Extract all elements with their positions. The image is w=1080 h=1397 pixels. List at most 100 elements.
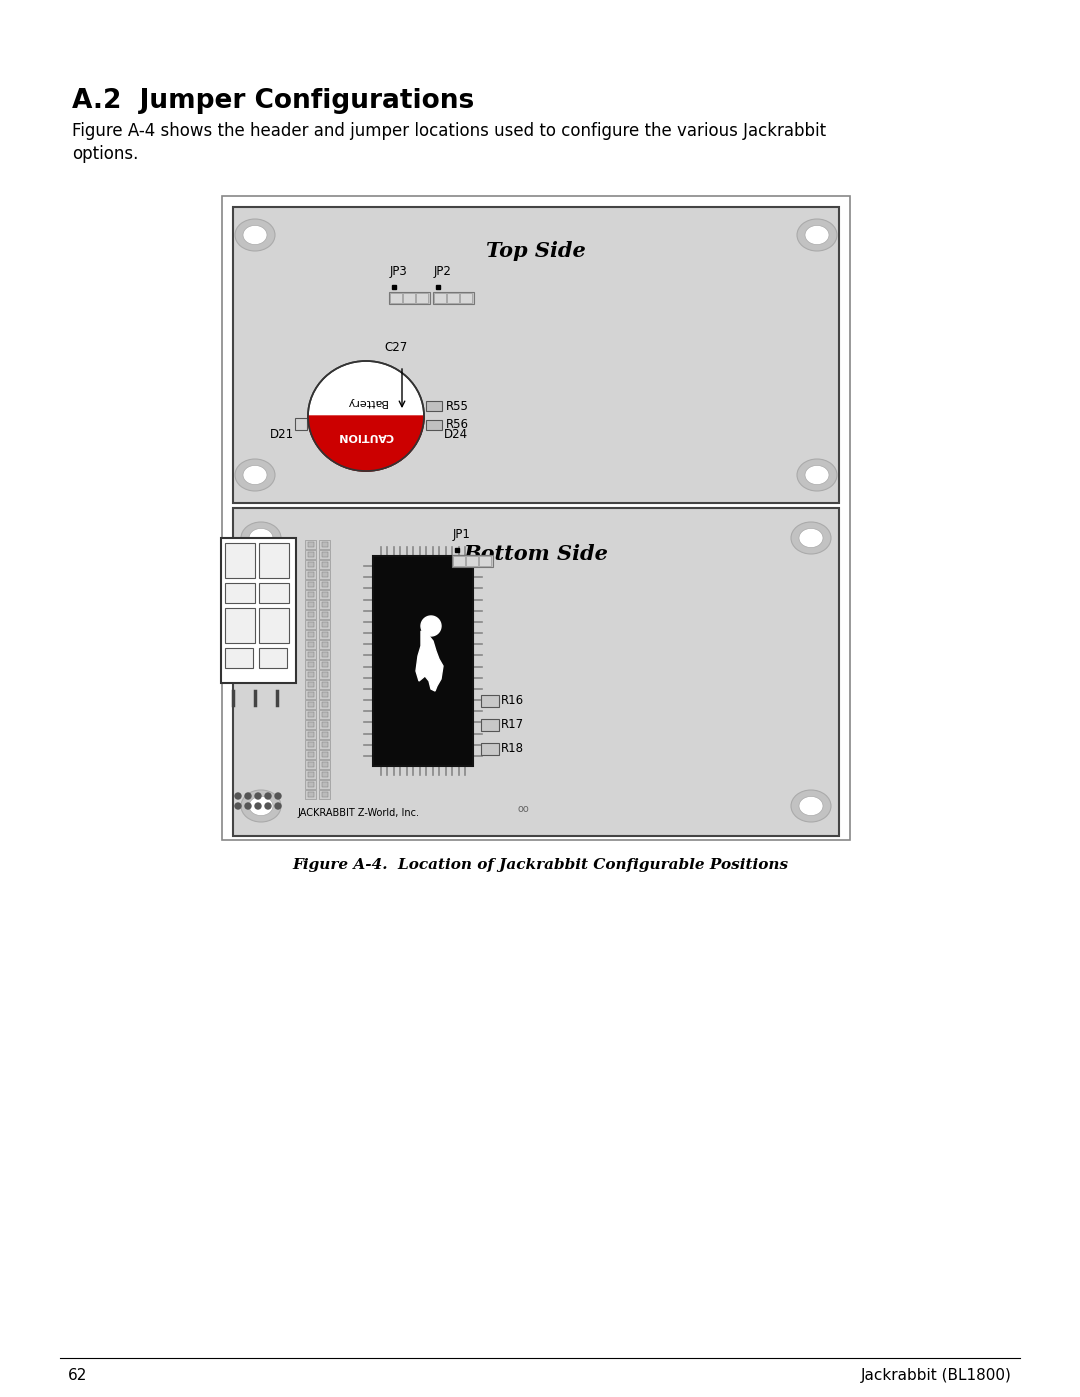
FancyBboxPatch shape (305, 560, 316, 569)
FancyBboxPatch shape (305, 700, 316, 710)
Ellipse shape (791, 789, 831, 821)
FancyBboxPatch shape (319, 640, 330, 650)
FancyBboxPatch shape (403, 293, 415, 303)
FancyBboxPatch shape (453, 555, 492, 567)
FancyBboxPatch shape (319, 740, 330, 749)
Text: JP2: JP2 (434, 265, 451, 278)
FancyBboxPatch shape (305, 659, 316, 669)
FancyBboxPatch shape (426, 420, 442, 430)
FancyBboxPatch shape (319, 590, 330, 599)
FancyBboxPatch shape (308, 612, 313, 617)
FancyBboxPatch shape (322, 602, 327, 608)
FancyBboxPatch shape (319, 659, 330, 669)
FancyBboxPatch shape (322, 761, 327, 767)
FancyBboxPatch shape (295, 418, 307, 430)
FancyBboxPatch shape (222, 196, 850, 840)
FancyBboxPatch shape (308, 732, 313, 738)
Ellipse shape (308, 360, 424, 471)
Text: options.: options. (72, 145, 138, 163)
FancyBboxPatch shape (308, 643, 313, 647)
Ellipse shape (799, 796, 823, 816)
Text: D24: D24 (444, 427, 468, 440)
FancyBboxPatch shape (308, 552, 313, 557)
Text: JACKRABBIT Z-World, Inc.: JACKRABBIT Z-World, Inc. (297, 807, 419, 819)
FancyBboxPatch shape (433, 292, 474, 305)
FancyBboxPatch shape (305, 640, 316, 650)
FancyBboxPatch shape (465, 556, 478, 566)
FancyBboxPatch shape (305, 770, 316, 780)
FancyBboxPatch shape (322, 742, 327, 747)
FancyBboxPatch shape (305, 750, 316, 759)
Text: Battery: Battery (346, 397, 387, 407)
FancyBboxPatch shape (322, 682, 327, 687)
Text: R55: R55 (446, 400, 469, 412)
FancyBboxPatch shape (305, 650, 316, 659)
Circle shape (275, 793, 281, 799)
FancyBboxPatch shape (322, 692, 327, 697)
FancyBboxPatch shape (319, 599, 330, 609)
Circle shape (245, 803, 251, 809)
FancyBboxPatch shape (308, 562, 313, 567)
FancyBboxPatch shape (319, 731, 330, 739)
FancyBboxPatch shape (322, 562, 327, 567)
FancyBboxPatch shape (319, 671, 330, 679)
Text: R18: R18 (501, 742, 524, 754)
Ellipse shape (235, 219, 275, 251)
Text: Jackrabbit (BL1800): Jackrabbit (BL1800) (861, 1368, 1012, 1383)
Ellipse shape (235, 460, 275, 490)
FancyBboxPatch shape (319, 690, 330, 698)
FancyBboxPatch shape (305, 719, 316, 729)
Circle shape (275, 803, 281, 809)
FancyBboxPatch shape (322, 792, 327, 798)
FancyBboxPatch shape (322, 752, 327, 757)
FancyBboxPatch shape (305, 610, 316, 619)
FancyBboxPatch shape (481, 743, 499, 754)
Ellipse shape (249, 796, 273, 816)
FancyBboxPatch shape (319, 560, 330, 569)
Text: oo: oo (518, 805, 530, 814)
FancyBboxPatch shape (481, 694, 499, 707)
Text: C27: C27 (384, 341, 407, 353)
FancyBboxPatch shape (319, 570, 330, 578)
FancyBboxPatch shape (319, 630, 330, 638)
FancyBboxPatch shape (305, 620, 316, 629)
FancyBboxPatch shape (305, 590, 316, 599)
Polygon shape (416, 631, 443, 692)
FancyBboxPatch shape (308, 662, 313, 666)
FancyBboxPatch shape (305, 580, 316, 590)
FancyBboxPatch shape (308, 542, 313, 548)
Circle shape (265, 803, 271, 809)
FancyBboxPatch shape (322, 612, 327, 617)
FancyBboxPatch shape (225, 648, 253, 668)
FancyBboxPatch shape (322, 703, 327, 707)
FancyBboxPatch shape (389, 292, 430, 305)
FancyBboxPatch shape (308, 672, 313, 678)
FancyBboxPatch shape (319, 750, 330, 759)
Text: R16: R16 (501, 693, 524, 707)
FancyBboxPatch shape (308, 703, 313, 707)
FancyBboxPatch shape (308, 652, 313, 657)
FancyBboxPatch shape (322, 622, 327, 627)
FancyBboxPatch shape (305, 780, 316, 789)
FancyBboxPatch shape (322, 722, 327, 726)
Circle shape (255, 803, 261, 809)
Circle shape (235, 793, 241, 799)
FancyBboxPatch shape (305, 671, 316, 679)
Text: Bottom Side: Bottom Side (463, 543, 608, 564)
FancyBboxPatch shape (322, 732, 327, 738)
Text: D21: D21 (270, 427, 294, 440)
FancyBboxPatch shape (305, 710, 316, 719)
FancyBboxPatch shape (319, 541, 330, 549)
FancyBboxPatch shape (322, 571, 327, 577)
Text: R17: R17 (501, 718, 524, 731)
FancyBboxPatch shape (305, 690, 316, 698)
FancyBboxPatch shape (308, 592, 313, 597)
FancyBboxPatch shape (322, 662, 327, 666)
FancyBboxPatch shape (319, 780, 330, 789)
FancyBboxPatch shape (319, 719, 330, 729)
Ellipse shape (799, 528, 823, 548)
Text: CAUTION: CAUTION (338, 432, 394, 441)
FancyBboxPatch shape (308, 631, 313, 637)
FancyBboxPatch shape (480, 556, 491, 566)
FancyBboxPatch shape (308, 752, 313, 757)
